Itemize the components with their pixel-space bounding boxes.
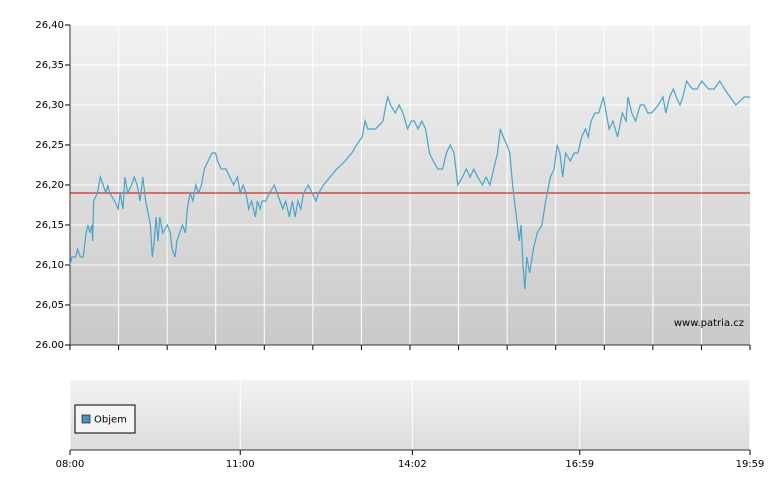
y-tick-label: 26,15 [35,220,64,231]
legend: Objem [74,404,136,434]
y-tick-label: 26,30 [35,100,64,111]
y-tick-label: 26,05 [35,300,64,311]
price-line [69,79,750,290]
watermark: www.patria.cz [674,318,744,329]
y-tick-label: 26,40 [35,20,64,31]
x-tick-label: 19:59 [736,459,765,470]
y-tick-label: 26,25 [35,140,64,151]
x-tick-label: 08:00 [56,459,85,470]
x-tick-label: 16:59 [565,459,594,470]
y-tick-label: 26,35 [35,60,64,71]
y-tick-label: 26,20 [35,180,64,191]
y-tick-label: 26,10 [35,260,64,271]
legend-label: Objem [94,415,127,426]
volume-plot-area [70,380,750,450]
legend-swatch [81,414,91,424]
x-tick-label: 11:00 [226,459,255,470]
y-tick-label: 26.00 [35,340,64,351]
x-tick-label: 14:02 [398,459,427,470]
